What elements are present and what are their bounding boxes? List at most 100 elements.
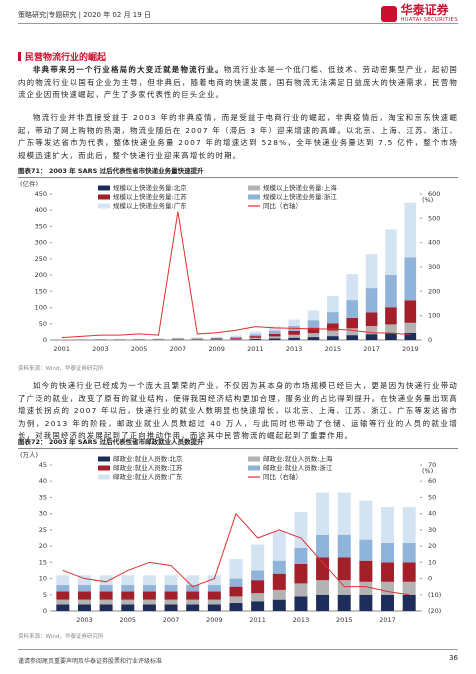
tick-label: 300 xyxy=(35,239,47,247)
tick-label: 0 xyxy=(428,336,432,344)
tick-label: 40 xyxy=(428,510,436,518)
bar-segment xyxy=(404,300,417,323)
y-axis-unit: (万人) xyxy=(20,451,38,459)
bar-segment xyxy=(229,559,243,579)
bar-segment xyxy=(385,229,397,275)
tick-label: 70 xyxy=(428,461,436,469)
bar-segment xyxy=(77,585,91,592)
tick-label: 300 xyxy=(428,263,440,271)
bar-segment xyxy=(207,585,221,592)
bar-segment xyxy=(404,202,417,258)
bar-segment xyxy=(327,323,339,331)
legend-swatch xyxy=(248,465,260,471)
bar-segment xyxy=(402,594,416,611)
tick-label: 30 xyxy=(428,526,436,534)
bar-segment xyxy=(307,310,320,321)
bar-segment xyxy=(142,575,156,586)
x-tick-label: 2009 xyxy=(206,616,223,624)
bar-segment xyxy=(268,336,281,339)
tick-label: 20 xyxy=(39,542,47,550)
legend-label: 邮政业:就业人员数:广东 xyxy=(113,472,183,481)
bar-segment xyxy=(307,320,320,328)
legend-label: 邮政业:就业人员数:江苏 xyxy=(113,463,183,472)
bar-segment xyxy=(164,585,178,592)
tick-label: 100 xyxy=(35,304,47,312)
tick-label: 10 xyxy=(428,558,436,566)
header: 策略研究|专题研究 | 2020 年 02 月 19 日 xyxy=(18,11,151,19)
bar-segment xyxy=(385,274,397,308)
bar-segment xyxy=(77,575,91,586)
bar-segment xyxy=(251,580,265,594)
bar-segment xyxy=(402,542,416,563)
bar-segment xyxy=(288,319,300,327)
bar-segment xyxy=(365,312,378,327)
paragraph: 非典带来另一个行业格局的大变迁就是物流行业。物流行业本是一个低门槛、低技术、劳动… xyxy=(18,64,458,102)
bar-segment xyxy=(337,594,351,611)
tick-label: 400 xyxy=(428,239,440,247)
bar-segment xyxy=(316,534,330,558)
tick-label: 15 xyxy=(39,558,47,566)
bar-segment xyxy=(186,575,200,586)
bar-segment xyxy=(337,580,351,595)
tick-label: 500 xyxy=(428,214,440,222)
bar-segment xyxy=(229,586,243,597)
bar-segment xyxy=(191,338,204,339)
bar-segment xyxy=(207,591,221,600)
bar-segment xyxy=(99,575,113,586)
chart: (亿件) (%) 0 50 100 150 200 250 300 350 400 450 0 100 20… xyxy=(20,179,440,353)
bar-segment xyxy=(272,573,286,590)
bar-segment xyxy=(385,324,397,334)
x-tick-label: 2015 xyxy=(325,345,342,353)
legend-label: 邮政业:就业人员数:浙江 xyxy=(263,463,333,472)
bar-segment xyxy=(381,542,395,563)
bar-segment xyxy=(381,581,395,595)
bar-segment xyxy=(142,585,156,592)
tick-label: 350 xyxy=(35,222,47,230)
bar-segment xyxy=(230,336,242,338)
bar-segment xyxy=(294,547,308,564)
bar-segment xyxy=(402,562,416,582)
bar-segment xyxy=(307,327,320,334)
bar-segment xyxy=(359,539,373,561)
bar-segment xyxy=(381,507,395,543)
legend-swatch xyxy=(98,474,110,480)
bar-segment xyxy=(268,333,281,337)
bar-segment xyxy=(186,591,200,600)
bar-segment xyxy=(327,312,339,324)
bar-segment xyxy=(56,599,70,605)
bar-segment xyxy=(327,330,339,337)
bar-segment xyxy=(164,599,178,605)
bar-segment xyxy=(210,337,223,339)
bar-segment xyxy=(251,601,265,611)
bar-segment xyxy=(359,560,373,582)
bar-segment xyxy=(230,338,242,340)
x-tick-label: 2009 xyxy=(208,345,225,353)
tick-label: 10 xyxy=(39,575,47,583)
bar-segment xyxy=(249,337,262,340)
tick-label: 250 xyxy=(35,255,47,263)
bar-segment xyxy=(346,328,359,336)
bar-segment xyxy=(272,531,286,561)
x-tick-label: 2015 xyxy=(336,616,353,624)
bar-segment xyxy=(327,336,339,340)
bar-segment xyxy=(337,492,351,535)
bar-segment xyxy=(268,330,281,334)
bar-segment xyxy=(186,585,200,592)
bar-segment xyxy=(251,570,265,581)
y2-axis-unit: (%) xyxy=(422,196,433,204)
tick-label: 60 xyxy=(428,477,436,485)
tick-label: 45 xyxy=(39,461,47,469)
bar-segment xyxy=(359,594,373,611)
bar-segment xyxy=(186,599,200,605)
bar-segment xyxy=(99,591,113,600)
paragraph-text: 如今的快递行业已经成为一个庞大且繁荣的产业，不仅因为其本身的市场规模已经巨大，更… xyxy=(18,381,458,440)
bar-segment xyxy=(121,575,135,586)
bar-segment xyxy=(99,604,113,611)
tick-label: 0 xyxy=(43,336,47,344)
tick-label: 200 xyxy=(428,287,440,295)
figure-label: 图表71： xyxy=(18,167,47,175)
figure-text: 2003 年 SARS 过后代表性省市快递业务量快速提升 xyxy=(48,167,204,175)
figure-label: 图表72： xyxy=(18,438,47,446)
bar-segment xyxy=(210,336,223,338)
bar-segment xyxy=(288,337,300,340)
